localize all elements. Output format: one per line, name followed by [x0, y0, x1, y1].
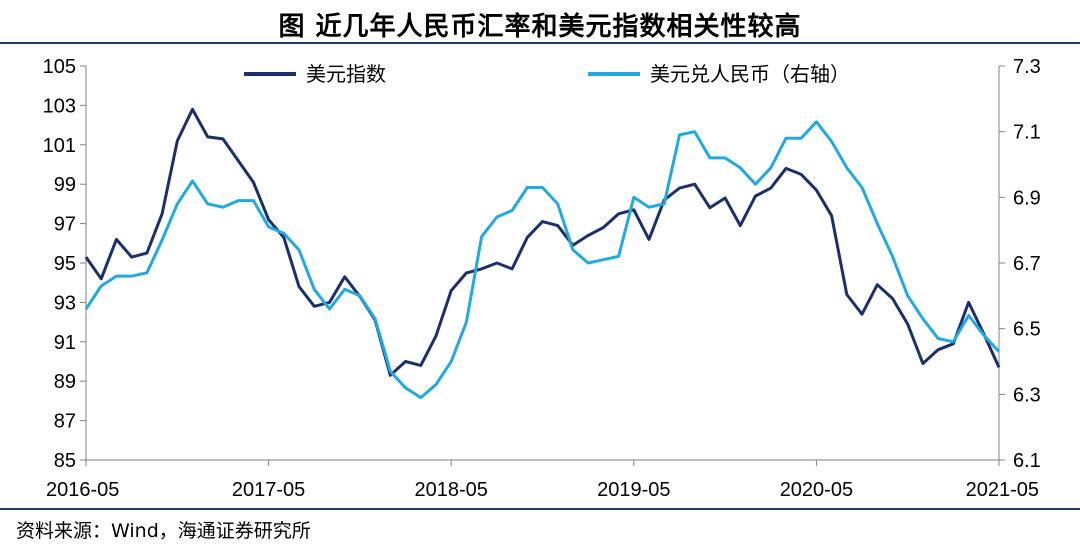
y-left-tick-label: 93 — [54, 292, 76, 314]
y-left-tick-label: 95 — [54, 253, 76, 275]
y-left-tick-label: 97 — [54, 214, 76, 236]
usdcny-series-line — [84, 120, 1001, 400]
x-tick-label: 2019-05 — [597, 479, 670, 501]
chart-legend: 美元指数 美元兑人民币（右轴） — [244, 63, 850, 86]
x-tick-label: 2020-05 — [780, 479, 853, 501]
y-left-tick-label: 85 — [54, 450, 76, 472]
chart-axes: 105 103 101 99 97 95 93 91 89 87 85 7.3 7.1 6.9 6.7 6.5… — [43, 56, 1041, 501]
y-left-tick-label: 105 — [43, 56, 76, 78]
y-left-tick-label: 91 — [54, 332, 76, 354]
y-left-tick-label: 101 — [43, 135, 76, 157]
dollar-index-series-line — [84, 107, 1001, 377]
y-right-tick-label: 6.3 — [1013, 384, 1041, 406]
chart-title-bar: 图 近几年人民币汇率和美元指数相关性较高 — [0, 0, 1080, 44]
chart-series — [84, 107, 1001, 400]
source-note: 资料来源：Wind，海通证券研究所 — [16, 520, 311, 542]
y-left-tick-label: 87 — [54, 411, 76, 433]
y-left-tick-label: 99 — [54, 174, 76, 196]
x-tick-label: 2021-05 — [966, 479, 1039, 501]
x-tick-label: 2018-05 — [414, 479, 487, 501]
y-right-tick-label: 6.5 — [1013, 319, 1041, 341]
x-tick-label: 2016-05 — [46, 479, 119, 501]
y-right-tick-label: 6.9 — [1013, 187, 1041, 209]
x-tick-label: 2017-05 — [232, 479, 305, 501]
y-right-tick-label: 6.1 — [1013, 450, 1041, 472]
y-right-tick-label: 7.3 — [1013, 56, 1041, 78]
y-right-tick-label: 6.7 — [1013, 253, 1041, 275]
y-left-tick-label: 103 — [43, 95, 76, 117]
source-bar: 资料来源：Wind，海通证券研究所 — [0, 508, 1080, 544]
legend-label: 美元指数 — [306, 63, 386, 86]
y-left-tick-label: 89 — [54, 371, 76, 393]
line-chart: 105 103 101 99 97 95 93 91 89 87 85 7.3 7.1 6.9 6.7 6.5… — [43, 56, 1041, 501]
chart-title: 图 近几年人民币汇率和美元指数相关性较高 — [278, 12, 802, 42]
y-right-tick-label: 7.1 — [1013, 122, 1041, 144]
legend-label: 美元兑人民币（右轴） — [650, 63, 850, 86]
